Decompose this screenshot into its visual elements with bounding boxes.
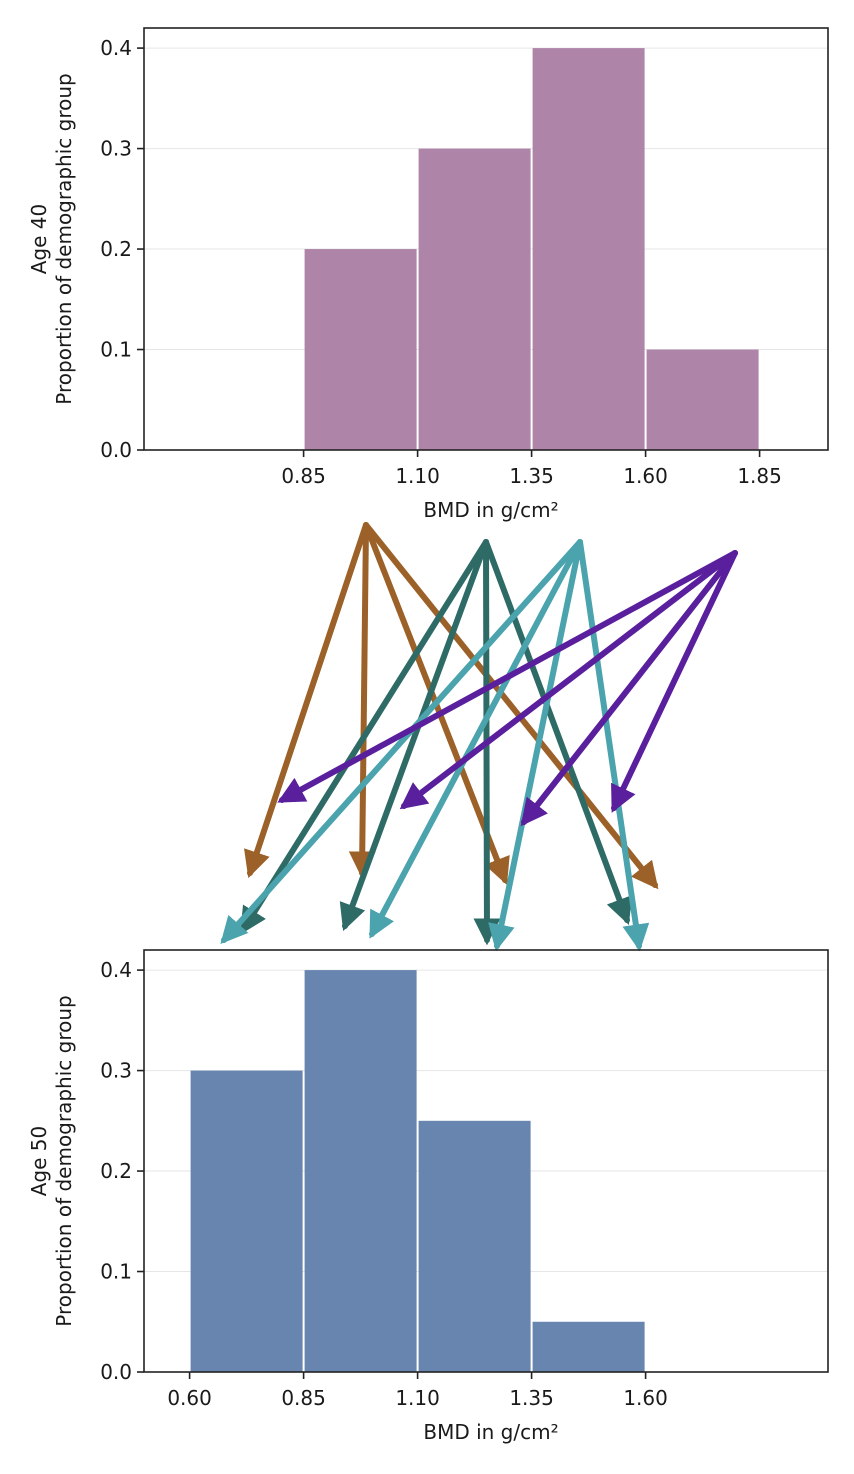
histogram-bar [304,970,417,1372]
histogram-bar [418,1120,531,1372]
histogram-bar [418,148,531,451]
transition-arrow [277,550,738,803]
y-tick-label: 0.1 [100,338,132,362]
transition-arrow [483,539,633,926]
histogram-bar [190,1070,303,1372]
plot-frame [143,949,829,1373]
x-tick-label: 1.60 [623,1386,668,1410]
transition-arrow [348,522,376,879]
transition-arrow [339,539,489,932]
age40-histogram: 0.85 1.10 1.35 1.60 1.85 0.0 0.1 0.2 0.3 0.4 BMD… [27,27,829,522]
histogram-bar [646,349,759,450]
y-tick-label: 0.4 [100,958,132,982]
y-tick-label: 0.2 [100,1159,132,1183]
x-tick-label: 1.60 [623,464,668,488]
histogram-bar [304,249,417,450]
transition-arrow [399,550,738,810]
x-tick-label: 0.85 [281,1386,326,1410]
histogram-bar [532,1321,645,1372]
transition-arrow [363,522,659,890]
y-tick-label: 0.1 [100,1260,132,1284]
y-axis-label-age: Age 40 [27,204,51,275]
x-tick-label: 1.10 [395,1386,440,1410]
x-tick-label: 0.85 [281,464,326,488]
transition-arrow [577,539,650,952]
y-tick-label: 0.3 [100,137,132,161]
transition-arrow [488,539,583,952]
transition-arrows [220,522,738,952]
transition-arrow [611,550,738,813]
y-tick-label: 0.0 [100,1360,132,1384]
x-axis-label: BMD in g/cm² [423,498,558,522]
y-tick-label: 0.4 [100,36,132,60]
transition-arrow [240,539,489,935]
x-tick-label: 1.10 [395,464,440,488]
x-tick-label: 0.60 [167,1386,212,1410]
age50-histogram: 0.60 0.85 1.10 1.35 1.60 0.0 0.1 0.2 0.3 0.4 BMD… [27,949,829,1444]
transition-arrow [369,539,583,939]
y-tick-label: 0.0 [100,438,132,462]
x-tick-label: 1.35 [509,464,554,488]
transition-arrow [520,550,738,827]
y-tick-label: 0.3 [100,1059,132,1083]
y-tick-label: 0.2 [100,237,132,261]
transition-arrow [220,539,583,945]
y-axis-label: Proportion of demographic group [52,995,76,1326]
plot-frame [143,27,829,451]
x-tick-label: 1.35 [509,1386,554,1410]
y-axis-label: Proportion of demographic group [52,73,76,404]
transition-arrow [244,522,369,879]
x-axis-label: BMD in g/cm² [423,1420,558,1444]
y-axis-label-age: Age 50 [27,1126,51,1197]
histogram-bar [532,48,645,450]
x-tick-label: 1.85 [737,464,782,488]
